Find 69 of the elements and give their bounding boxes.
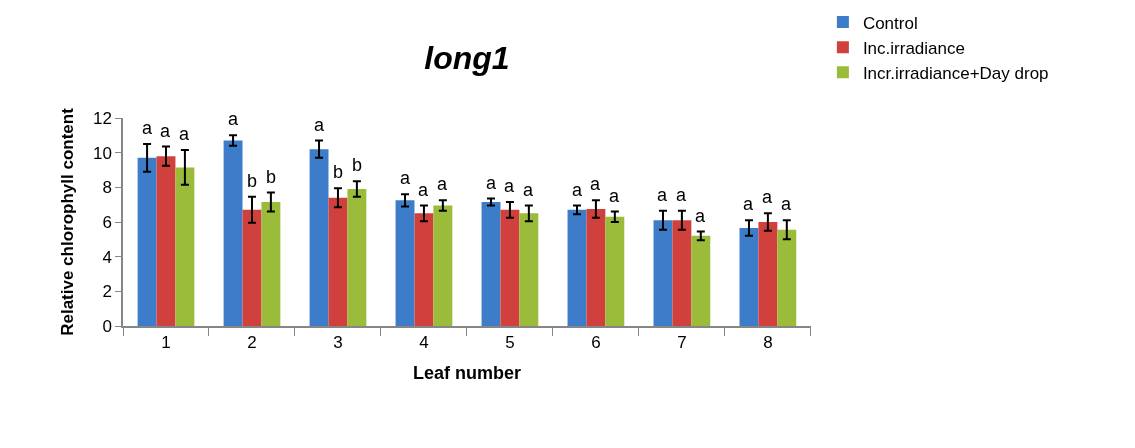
y-tick-label: 4 bbox=[102, 247, 112, 267]
x-tick-label: 7 bbox=[677, 333, 687, 353]
bar bbox=[500, 209, 520, 326]
bar bbox=[242, 209, 262, 326]
data-label: b bbox=[266, 167, 277, 187]
bar bbox=[261, 202, 281, 326]
y-tick-label: 8 bbox=[102, 178, 112, 198]
bar bbox=[175, 167, 195, 326]
bar bbox=[672, 220, 692, 326]
data-label: a bbox=[762, 187, 773, 207]
data-label: a bbox=[572, 180, 583, 200]
bar bbox=[433, 205, 453, 326]
x-tick-label: 3 bbox=[333, 333, 343, 353]
data-label: a bbox=[228, 109, 239, 129]
y-axis-title: Relative chlorophyll content bbox=[57, 107, 77, 336]
legend-label: Incr.irradiance+Day drop bbox=[862, 63, 1049, 83]
y-tick-label: 12 bbox=[92, 108, 112, 128]
bar bbox=[395, 200, 415, 326]
data-label: b bbox=[247, 171, 258, 191]
x-tick-label: 2 bbox=[247, 333, 257, 353]
y-tick-label: 6 bbox=[102, 212, 112, 232]
data-label: a bbox=[418, 180, 429, 200]
legend-label: Inc.irradiance bbox=[862, 38, 965, 58]
bar bbox=[223, 140, 243, 326]
bar bbox=[347, 189, 367, 326]
x-tick-label: 5 bbox=[505, 333, 515, 353]
x-tick-label: 4 bbox=[419, 333, 429, 353]
bar bbox=[519, 213, 539, 326]
chart-title: long1 bbox=[424, 40, 510, 77]
x-tick-label: 1 bbox=[161, 333, 171, 353]
bar bbox=[605, 216, 625, 326]
data-label: a bbox=[437, 174, 448, 194]
data-label: a bbox=[695, 206, 706, 226]
data-label: b bbox=[333, 162, 344, 182]
data-label: a bbox=[523, 180, 534, 200]
data-label: a bbox=[590, 174, 601, 194]
data-label: a bbox=[676, 185, 687, 205]
data-label: a bbox=[400, 168, 411, 188]
x-tick-label: 8 bbox=[763, 333, 773, 353]
data-label: a bbox=[781, 194, 792, 214]
data-label: a bbox=[142, 118, 153, 138]
bar bbox=[758, 222, 778, 326]
bar bbox=[586, 209, 606, 326]
data-label: a bbox=[743, 194, 754, 214]
data-label: a bbox=[657, 185, 668, 205]
y-tick-label: 2 bbox=[102, 282, 112, 302]
bar bbox=[653, 220, 673, 326]
bar bbox=[309, 149, 329, 326]
y-tick-label: 10 bbox=[92, 143, 112, 163]
data-label: a bbox=[160, 121, 171, 141]
bar bbox=[156, 156, 176, 326]
data-label: a bbox=[486, 173, 497, 193]
bar bbox=[691, 235, 711, 326]
y-tick-label: 0 bbox=[102, 316, 112, 336]
legend-label: Control bbox=[862, 13, 918, 33]
data-label: b bbox=[352, 155, 363, 175]
bar bbox=[328, 197, 348, 326]
bar bbox=[137, 157, 157, 326]
bar bbox=[739, 228, 759, 326]
data-label: a bbox=[504, 176, 515, 196]
data-label: a bbox=[314, 115, 325, 135]
data-label: a bbox=[179, 124, 190, 144]
data-label: a bbox=[609, 186, 620, 206]
bar bbox=[777, 229, 797, 326]
x-axis-title: Leaf number bbox=[412, 362, 521, 383]
bar bbox=[414, 213, 434, 326]
x-tick-label: 6 bbox=[591, 333, 601, 353]
bar bbox=[567, 209, 587, 326]
bar bbox=[481, 202, 501, 326]
